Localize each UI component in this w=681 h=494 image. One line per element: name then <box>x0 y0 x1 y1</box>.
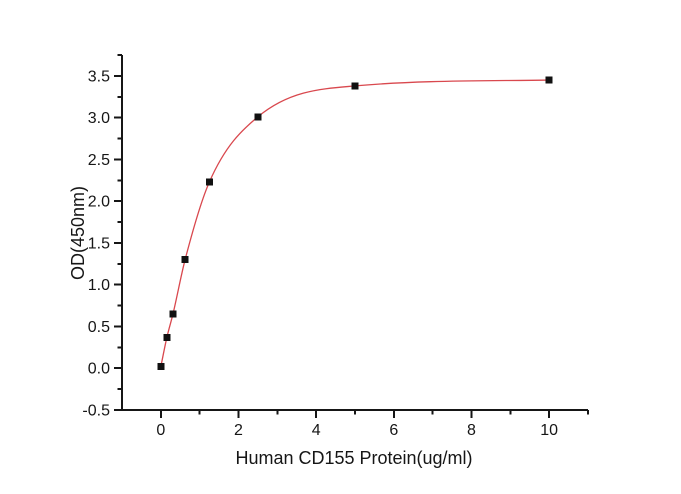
y-tick-label: 2.0 <box>88 194 110 211</box>
x-tick-label: 4 <box>312 422 321 439</box>
y-tick-label: 3.5 <box>88 68 110 85</box>
data-point-marker <box>181 256 189 264</box>
data-point-marker <box>205 178 213 186</box>
x-tick-label: 10 <box>540 422 558 439</box>
data-point-marker <box>545 76 553 84</box>
data-point-marker <box>157 363 165 371</box>
y-tick-label: -0.5 <box>82 403 110 420</box>
series-layer <box>157 76 553 371</box>
fit-curve <box>160 79 550 367</box>
y-tick-label: 1.5 <box>88 235 110 252</box>
x-axis-title: Human CD155 Protein(ug/ml) <box>235 448 472 468</box>
y-tick-label: 0.0 <box>88 361 110 378</box>
data-point-marker <box>254 113 262 121</box>
x-tick-label: 0 <box>156 422 165 439</box>
y-tick-label: 3.0 <box>88 110 110 127</box>
x-tick-label: 8 <box>467 422 476 439</box>
y-tick-label: 2.5 <box>88 152 110 169</box>
x-tick-label: 2 <box>234 422 243 439</box>
axes-layer: 0 2 4 6 8 10 -0.5 0.0 0.5 1.0 1.5 2.0 2.5 3.0 3.5 <box>82 54 589 439</box>
y-tick-label: 0.5 <box>88 319 110 336</box>
x-tick-label: 6 <box>389 422 398 439</box>
data-point-marker <box>351 82 359 90</box>
data-point-marker <box>163 333 171 341</box>
y-tick-label: 1.0 <box>88 277 110 294</box>
y-axis-title: OD(450nm) <box>68 186 88 280</box>
data-point-marker <box>169 310 177 318</box>
